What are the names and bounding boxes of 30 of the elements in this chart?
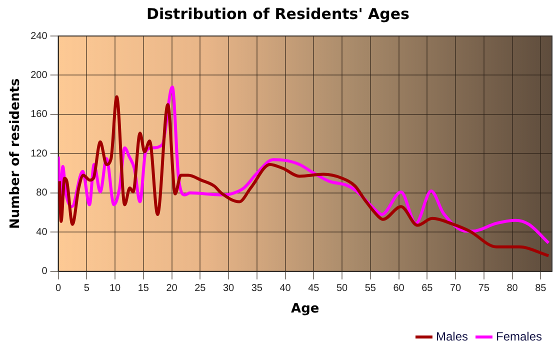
- legend-label: Females: [496, 329, 542, 344]
- x-tick-label: 60: [393, 283, 405, 294]
- x-tick-label: 30: [222, 283, 235, 294]
- y-tick-label: 40: [36, 226, 48, 238]
- y-tick-label: 0: [42, 266, 48, 278]
- x-tick-label: 35: [251, 283, 263, 294]
- x-tick-label: 45: [308, 283, 320, 294]
- x-tick-label: 65: [422, 283, 434, 294]
- legend-label: Males: [436, 329, 468, 344]
- x-tick-label: 25: [194, 283, 206, 294]
- x-tick-label: 75: [478, 283, 490, 294]
- y-tick-label: 80: [36, 188, 48, 199]
- x-tick-label: 40: [280, 283, 292, 294]
- y-tick-label: 120: [30, 148, 48, 160]
- x-tick-label: 20: [166, 283, 178, 294]
- x-tick-label: 50: [336, 283, 348, 294]
- x-tick-label: 5: [84, 283, 90, 294]
- x-tick-label: 10: [109, 283, 122, 294]
- x-tick-label: 85: [535, 283, 547, 294]
- chart-title: Distribution of Residents' Ages: [146, 4, 410, 23]
- x-tick-label: 70: [450, 283, 462, 294]
- x-tick-label: 0: [56, 283, 62, 294]
- x-tick-label: 15: [138, 283, 150, 294]
- x-axis-title: Age: [291, 302, 320, 317]
- y-tick-label: 160: [30, 109, 48, 120]
- x-tick-label: 55: [364, 283, 376, 294]
- y-axis-title: Number of residents: [8, 78, 24, 230]
- y-tick-label: 200: [30, 70, 48, 81]
- y-tick-label: 240: [30, 30, 48, 42]
- x-tick-label: 80: [506, 283, 518, 294]
